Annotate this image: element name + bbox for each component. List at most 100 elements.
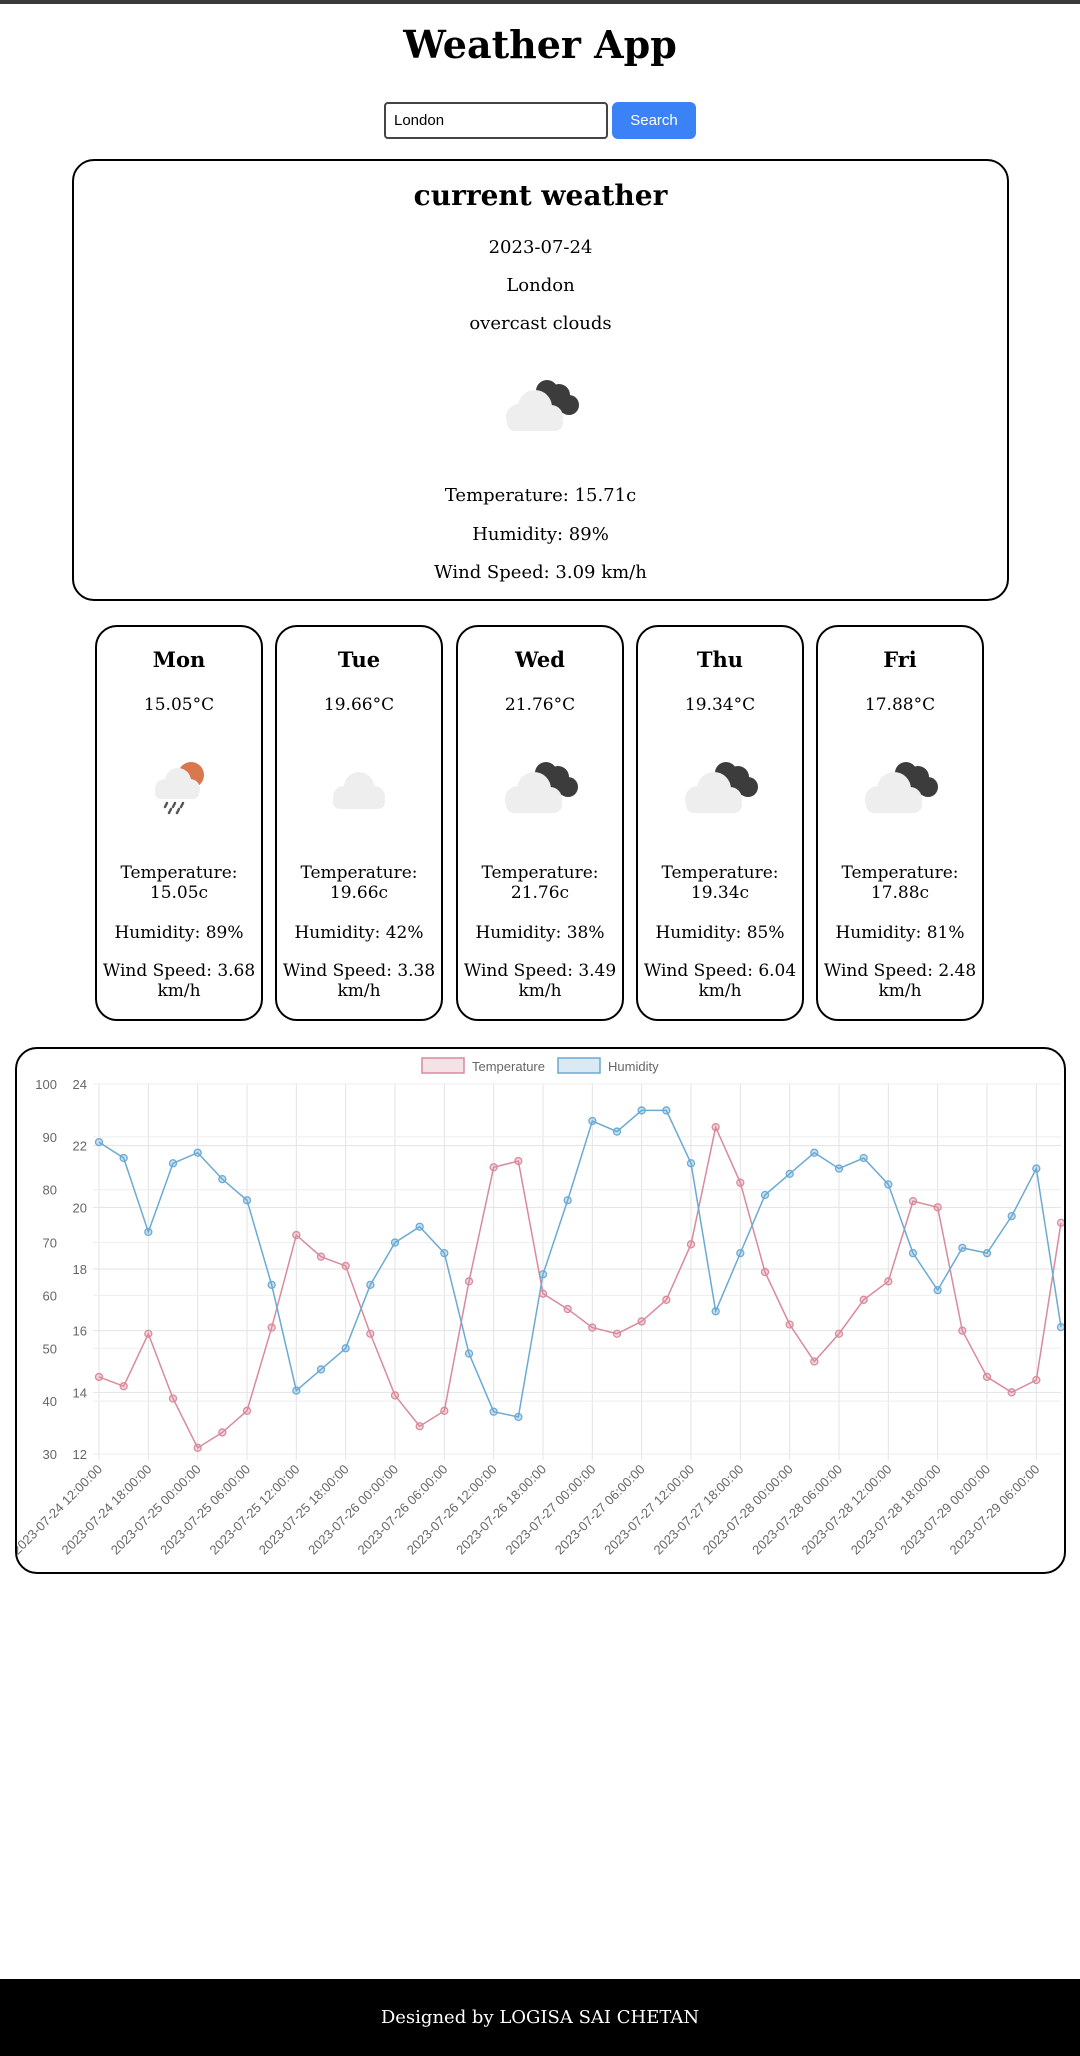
cloud-dark-icon xyxy=(678,755,762,819)
x-axis-tick-label: 2023-07-28 12:00:00 xyxy=(798,1462,894,1558)
temperature-point xyxy=(341,1261,350,1271)
humidity-axis-tick-label: 50 xyxy=(43,1341,57,1356)
temperature-point xyxy=(1032,1375,1041,1385)
humidity-point xyxy=(908,1248,918,1258)
humidity-series-line xyxy=(98,1109,1062,1418)
search-button[interactable]: Search xyxy=(612,102,696,139)
forecast-day: Wed xyxy=(515,647,565,672)
temperature-point xyxy=(242,1406,252,1415)
current-temperature: Temperature: 15.71c xyxy=(444,485,637,506)
temperature-point xyxy=(859,1295,868,1304)
footer: Designed by LOGISA SAI CHETAN xyxy=(0,1979,1080,2056)
humidity-axis-tick-label: 90 xyxy=(43,1130,57,1145)
humidity-point xyxy=(662,1106,671,1115)
legend-swatch-temperature xyxy=(421,1057,465,1074)
cloud-icon xyxy=(324,755,394,819)
humidity-axis-tick-label: 80 xyxy=(43,1183,57,1198)
humidity-point xyxy=(736,1248,745,1258)
forecast-day: Tue xyxy=(337,647,381,672)
current-weather-heading: current weather xyxy=(413,179,668,212)
humidity-point xyxy=(884,1180,893,1189)
temperature-point xyxy=(366,1329,375,1338)
temperature-point xyxy=(415,1422,424,1431)
temperature-point xyxy=(933,1203,942,1212)
humidity-point xyxy=(292,1386,301,1395)
forecast-wind-speed: Wind Speed: 3.38 km/h xyxy=(282,961,436,1001)
humidity-point xyxy=(1056,1322,1064,1332)
temperature-axis-tick-label: 24 xyxy=(73,1077,87,1092)
forecast-wind-speed: Wind Speed: 3.49 km/h xyxy=(463,961,617,1001)
cloud-dark-icon xyxy=(499,373,583,437)
current-weather-card: current weather 2023-07-24 London overca… xyxy=(72,159,1009,601)
search-bar: Search xyxy=(0,102,1080,139)
forecast-day: Mon xyxy=(152,647,206,672)
x-axis-tick-label: 2023-07-27 00:00:00 xyxy=(502,1462,598,1558)
weather-chart-card: 30 40 50 60 70 80 90 100 12 14 16 18 20 22 24 2023-07-2… xyxy=(15,1047,1066,1574)
forecast-card: Wed 21.76°C Temperature: 21.76c Humidity… xyxy=(456,625,624,1021)
humidity-point xyxy=(637,1106,646,1115)
x-axis-tick-label: 2023-07-25 06:00:00 xyxy=(157,1462,253,1558)
current-humidity: Humidity: 89% xyxy=(472,524,609,545)
humidity-point xyxy=(563,1196,572,1205)
temperature-point xyxy=(1056,1218,1064,1227)
current-wind-speed: Wind Speed: 3.09 km/h xyxy=(434,562,647,583)
temperature-point xyxy=(316,1252,326,1261)
legend-label-humidity: Humidity xyxy=(608,1059,659,1074)
temperature-point xyxy=(563,1304,572,1314)
forecast-temp: 19.66°C xyxy=(323,695,395,715)
humidity-point xyxy=(760,1190,770,1200)
temperature-point xyxy=(267,1323,276,1332)
x-axis-tick-label: 2023-07-29 06:00:00 xyxy=(946,1462,1042,1558)
forecast-temp: 17.88°C xyxy=(864,695,936,715)
humidity-point xyxy=(242,1196,252,1205)
temperature-point xyxy=(218,1428,227,1437)
humidity-axis-tick-label: 30 xyxy=(43,1447,57,1462)
temperature-point xyxy=(686,1240,696,1249)
humidity-point xyxy=(168,1159,178,1168)
humidity-point xyxy=(193,1148,202,1157)
x-axis-tick-label: 2023-07-27 06:00:00 xyxy=(552,1462,648,1558)
x-axis-tick-label: 2023-07-28 00:00:00 xyxy=(700,1462,796,1558)
forecast-card: Fri 17.88°C Temperature: 17.88c Humidity… xyxy=(816,625,984,1021)
humidity-point xyxy=(982,1248,992,1258)
humidity-point xyxy=(94,1137,104,1147)
humidity-axis-tick-label: 40 xyxy=(43,1394,57,1409)
x-axis-tick-label: 2023-07-25 12:00:00 xyxy=(206,1462,302,1558)
humidity-axis-tick-label: 70 xyxy=(43,1236,57,1251)
humidity-point xyxy=(686,1159,696,1168)
forecast-card: Tue 19.66°C Temperature: 19.66c Humidity… xyxy=(275,625,443,1021)
temperature-point xyxy=(168,1394,178,1403)
forecast-humidity: Humidity: 89% xyxy=(114,923,244,943)
humidity-point xyxy=(440,1248,449,1258)
temperature-point xyxy=(514,1156,523,1166)
humidity-point xyxy=(119,1153,128,1163)
humidity-point xyxy=(464,1349,474,1358)
temperature-point xyxy=(119,1382,128,1391)
humidity-point xyxy=(341,1344,350,1353)
humidity-point xyxy=(859,1153,868,1163)
temperature-axis-tick-label: 16 xyxy=(73,1324,87,1339)
temperature-point xyxy=(958,1326,967,1335)
temperature-point xyxy=(464,1277,474,1286)
forecast-humidity: Humidity: 81% xyxy=(835,923,965,943)
temperature-point xyxy=(144,1329,153,1338)
temperature-axis-tick-label: 14 xyxy=(73,1385,87,1400)
temperature-point xyxy=(637,1317,646,1326)
temperature-point xyxy=(982,1372,992,1382)
forecast-temp: 21.76°C xyxy=(504,695,576,715)
temperature-point xyxy=(489,1163,498,1172)
humidity-axis-tick-label: 60 xyxy=(43,1288,57,1303)
humidity-point xyxy=(612,1127,622,1136)
humidity-point xyxy=(366,1280,375,1290)
search-input[interactable] xyxy=(384,102,608,139)
temperature-point xyxy=(711,1123,720,1132)
page-title: Weather App xyxy=(403,22,677,67)
x-axis-tick-label: 2023-07-26 12:00:00 xyxy=(404,1462,500,1558)
temperature-point xyxy=(908,1197,918,1206)
temperature-point xyxy=(1007,1388,1016,1397)
temperature-point xyxy=(736,1178,745,1187)
humidity-point xyxy=(267,1280,276,1290)
x-axis-tick-label: 2023-07-28 06:00:00 xyxy=(749,1462,845,1558)
humidity-axis-tick-label: 100 xyxy=(35,1077,57,1092)
humidity-point xyxy=(588,1116,597,1126)
